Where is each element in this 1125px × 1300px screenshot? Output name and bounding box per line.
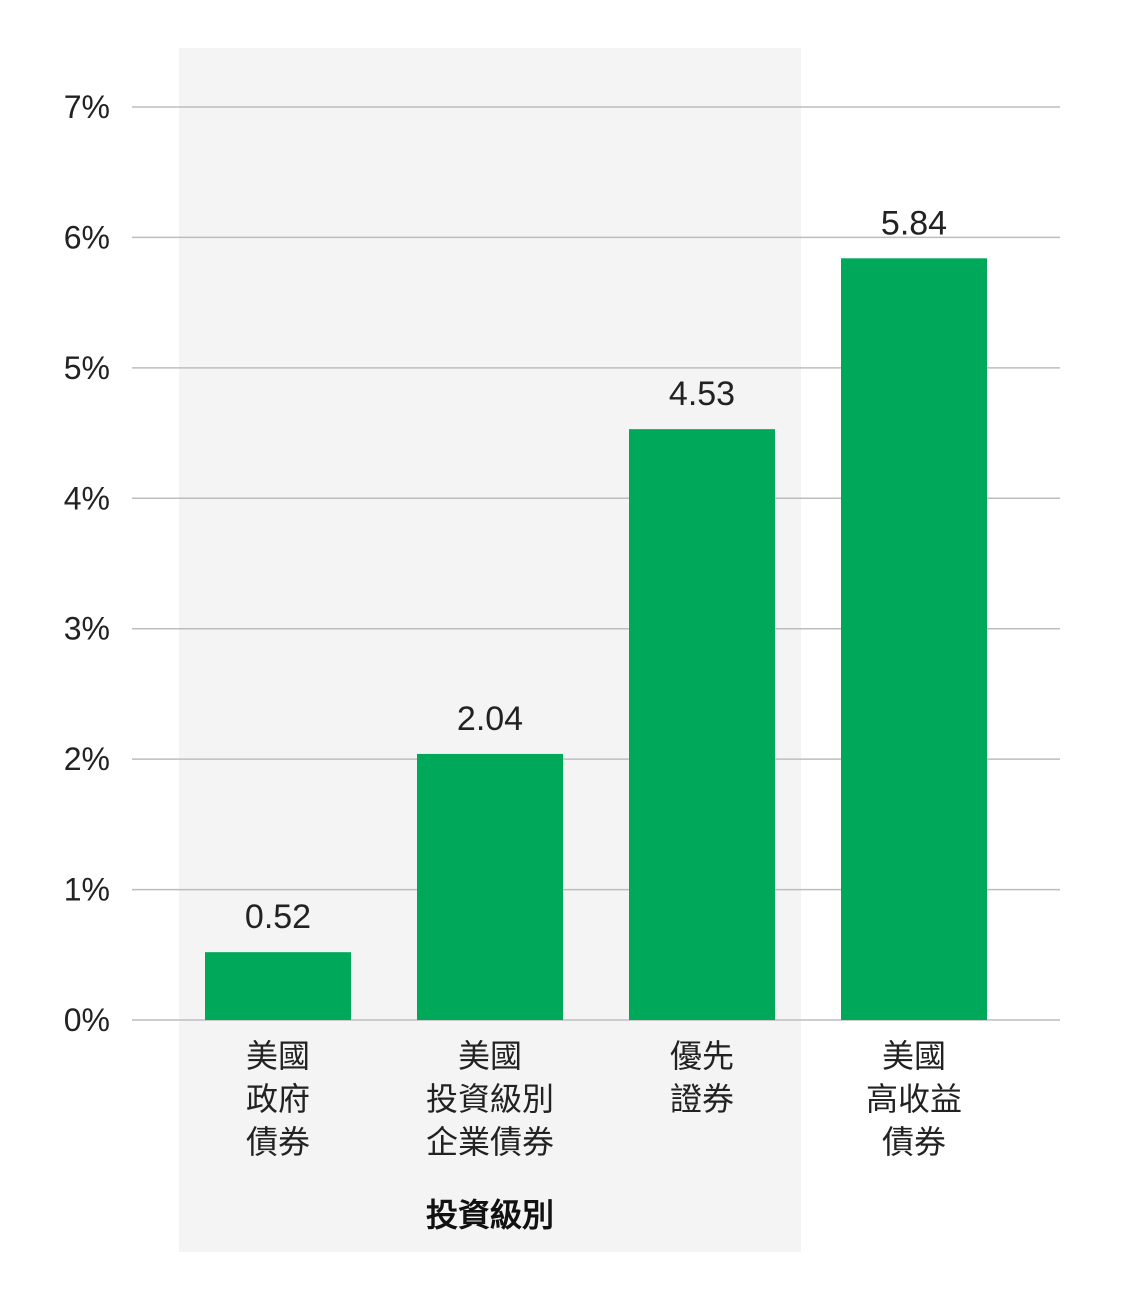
y-tick-label: 3% xyxy=(64,611,110,647)
bar xyxy=(629,429,775,1020)
x-tick-label: 美國 xyxy=(458,1037,522,1075)
y-tick-label: 5% xyxy=(64,350,110,386)
data-label: 5.84 xyxy=(881,204,947,242)
y-tick-label: 4% xyxy=(64,480,110,516)
x-tick-label: 美國 xyxy=(246,1037,310,1075)
x-tick-label: 債券 xyxy=(882,1123,946,1161)
x-tick-label: 高收益 xyxy=(866,1080,962,1118)
y-tick-label: 0% xyxy=(64,1002,110,1038)
y-tick-label: 2% xyxy=(64,741,110,777)
value-labels: 0.52 2.04 4.53 5.84 xyxy=(245,204,947,936)
y-tick-label: 1% xyxy=(64,872,110,908)
x-tick-label: 政府 xyxy=(246,1080,310,1118)
x-tick-label: 債券 xyxy=(246,1123,310,1161)
bars xyxy=(205,258,987,1021)
data-label: 0.52 xyxy=(245,898,311,936)
y-tick-label: 7% xyxy=(64,89,110,125)
y-tick-label: 6% xyxy=(64,219,110,255)
x-tick-label: 證券 xyxy=(670,1080,734,1118)
bar xyxy=(205,952,351,1020)
group-label: 投資級別 xyxy=(426,1196,554,1234)
x-tick-label: 企業債券 xyxy=(426,1123,554,1161)
x-tick-label: 優先 xyxy=(670,1037,734,1075)
bar xyxy=(841,258,987,1021)
x-tick-label: 美國 xyxy=(882,1037,946,1075)
bar xyxy=(417,753,563,1020)
x-tick-label: 投資級別 xyxy=(426,1080,554,1118)
y-axis: 0% 1% 2% 3% 4% 5% 6% 7% xyxy=(64,89,110,1038)
data-label: 4.53 xyxy=(669,375,735,413)
data-label: 2.04 xyxy=(457,700,523,738)
